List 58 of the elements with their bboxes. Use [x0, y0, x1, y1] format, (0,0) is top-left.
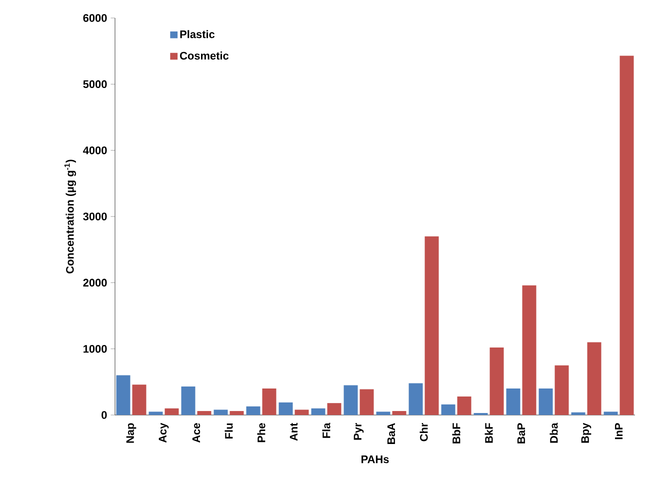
- bar: [441, 404, 456, 415]
- bar: [246, 406, 260, 415]
- x-tick-label: Bpy: [581, 422, 592, 443]
- bar: [181, 386, 196, 415]
- bar: [554, 365, 569, 415]
- y-tick-label: 3000: [83, 212, 107, 220]
- y-tick-label: 6000: [83, 14, 107, 22]
- bar: [262, 388, 276, 415]
- x-tick-label: Acy: [158, 422, 169, 443]
- bar: [294, 410, 309, 415]
- x-tick-label: Fla: [322, 422, 330, 438]
- bar: [148, 412, 163, 415]
- x-tick-label: Ace: [192, 423, 200, 443]
- bar: [522, 285, 536, 415]
- x-tick-label: InP: [614, 423, 623, 440]
- x-axis-title: PAHs: [362, 456, 389, 464]
- bar: [278, 402, 293, 415]
- x-tick-label: Ant: [290, 422, 298, 441]
- bar: [457, 396, 472, 415]
- bar: [132, 384, 146, 415]
- bar: [620, 56, 634, 415]
- bar: [392, 411, 406, 415]
- x-tick-label: Phe: [257, 423, 266, 442]
- x-tick-label: BbF: [452, 423, 460, 444]
- y-tick-label: 0: [102, 411, 107, 419]
- bar: [587, 342, 602, 415]
- x-tick-label: Dba: [550, 422, 558, 443]
- x-tick-label: Nap: [126, 423, 136, 443]
- y-tick-label: 5000: [83, 80, 107, 88]
- bar: [376, 412, 390, 415]
- bar: [230, 411, 244, 415]
- bar: [506, 388, 520, 415]
- bar: [197, 411, 212, 415]
- bar: [116, 375, 130, 415]
- x-tick-label: BaP: [517, 423, 526, 444]
- bar: [604, 412, 618, 415]
- bar: [490, 348, 504, 415]
- y-axis-title: Concentration (µg g$^{-1}$): [64, 160, 76, 274]
- bar: [571, 412, 586, 415]
- y-tick-label: 4000: [83, 146, 107, 154]
- bar: [164, 408, 179, 415]
- bar: [344, 385, 358, 415]
- x-tick-label: Pyr: [354, 422, 364, 440]
- x-tick-label: BkF: [484, 423, 493, 443]
- x-tick-label: BaA: [387, 423, 396, 444]
- bar: [360, 389, 374, 415]
- y-tick-label: 1000: [84, 344, 107, 353]
- y-tick-label: 2000: [83, 278, 107, 287]
- x-tick-label: Flu: [224, 423, 233, 438]
- bar: [327, 403, 342, 415]
- bar: [538, 388, 553, 415]
- legend-label: Plastic: [180, 30, 215, 38]
- bar: [408, 383, 423, 415]
- bar: [214, 410, 228, 415]
- legend-label: Cosmetic: [180, 52, 229, 60]
- bar: [311, 408, 326, 415]
- bar: [424, 236, 439, 415]
- x-tick-label: Chr: [420, 422, 428, 442]
